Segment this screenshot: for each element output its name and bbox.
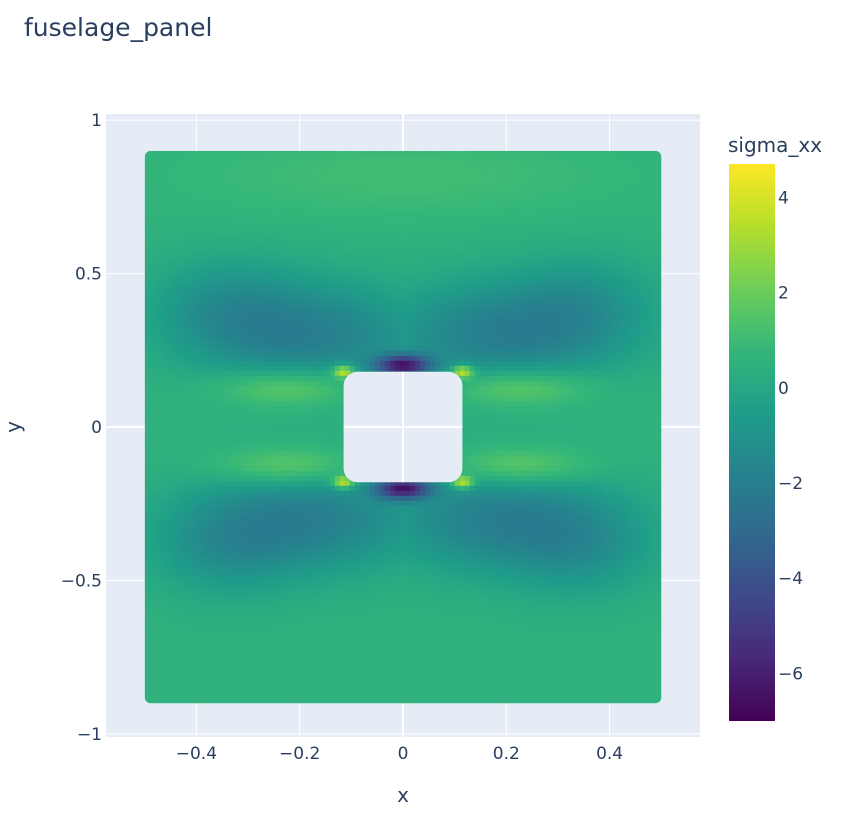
y-tick-label: −1 bbox=[77, 725, 102, 745]
chart-title: fuselage_panel bbox=[24, 13, 212, 42]
x-tick-label: 0 bbox=[398, 744, 409, 764]
colorbar-ticks: 4 2 0 −2 −4 −6 bbox=[778, 188, 803, 684]
x-tick-label: 0.4 bbox=[596, 744, 623, 764]
x-tick-label: 0.2 bbox=[493, 744, 520, 764]
x-tick-label: −0.4 bbox=[176, 744, 217, 764]
x-axis-title: x bbox=[397, 783, 409, 807]
x-axis-ticks: −0.4 −0.2 0 0.2 0.4 bbox=[176, 744, 623, 764]
colorbar-tick-label: −4 bbox=[778, 569, 803, 589]
colorbar-tick-label: −6 bbox=[778, 664, 803, 684]
colorbar-tick-label: 0 bbox=[778, 379, 789, 399]
colorbar bbox=[729, 164, 775, 721]
y-tick-label: 1 bbox=[91, 111, 102, 131]
stress-field bbox=[144, 150, 662, 704]
y-tick-label: 0.5 bbox=[75, 265, 102, 285]
y-axis-ticks: 1 0.5 0 −0.5 −1 bbox=[61, 111, 102, 745]
y-tick-label: −0.5 bbox=[61, 571, 102, 591]
colorbar-tick-label: 4 bbox=[778, 188, 789, 208]
colorbar-tick-label: −2 bbox=[778, 474, 803, 494]
colorbar-title: sigma_xx bbox=[728, 133, 822, 157]
x-tick-label: −0.2 bbox=[279, 744, 320, 764]
y-tick-label: 0 bbox=[91, 418, 102, 438]
stress-concentrations bbox=[343, 371, 463, 483]
y-axis-title: y bbox=[1, 421, 25, 433]
colorbar-tick-label: 2 bbox=[778, 284, 789, 304]
